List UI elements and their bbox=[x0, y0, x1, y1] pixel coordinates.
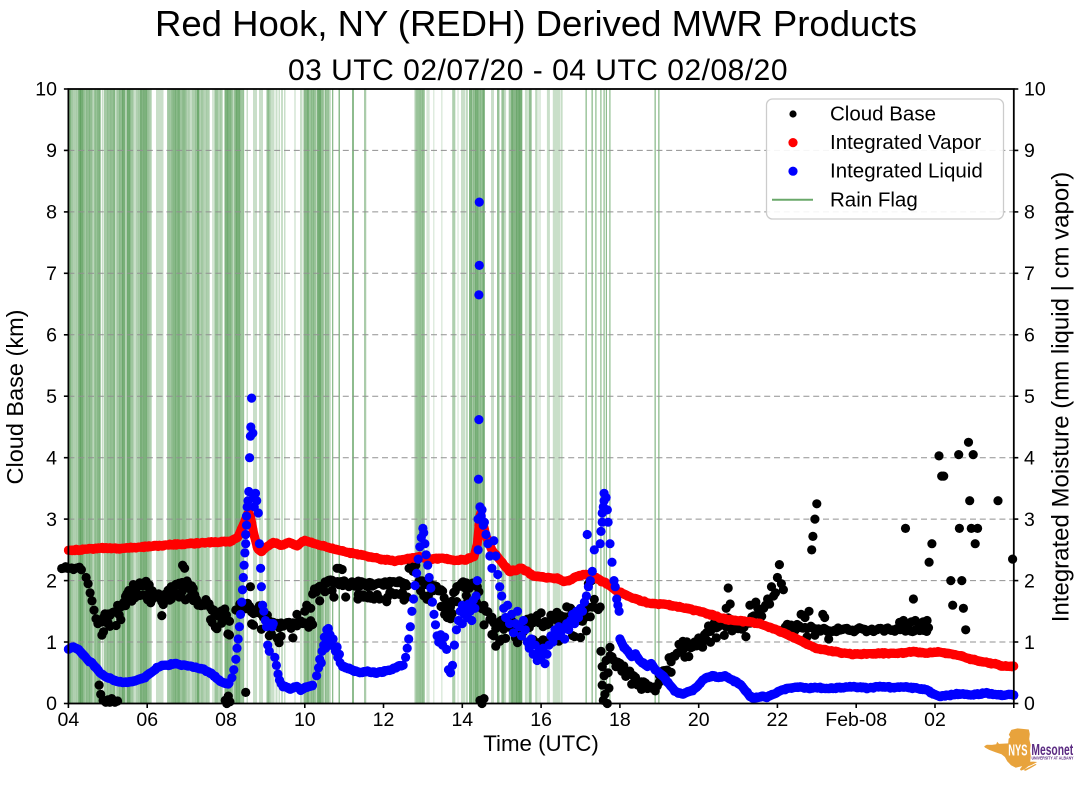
svg-text:6: 6 bbox=[1024, 325, 1035, 347]
svg-text:7: 7 bbox=[46, 263, 57, 285]
svg-text:5: 5 bbox=[46, 386, 57, 408]
svg-text:08: 08 bbox=[215, 709, 237, 731]
svg-text:1: 1 bbox=[1024, 632, 1035, 654]
svg-text:Integrated Liquid: Integrated Liquid bbox=[830, 160, 983, 183]
svg-text:Red Hook, NY (REDH) Derived MW: Red Hook, NY (REDH) Derived MWR Products bbox=[155, 3, 917, 44]
svg-text:5: 5 bbox=[1024, 386, 1035, 408]
svg-text:4: 4 bbox=[1024, 447, 1035, 469]
svg-text:03 UTC 02/07/20 - 04 UTC 02/08: 03 UTC 02/07/20 - 04 UTC 02/08/20 bbox=[288, 54, 788, 87]
svg-text:16: 16 bbox=[530, 709, 552, 731]
svg-text:10: 10 bbox=[35, 79, 57, 101]
svg-text:Feb-08: Feb-08 bbox=[825, 709, 887, 731]
svg-text:02: 02 bbox=[924, 709, 946, 731]
svg-text:3: 3 bbox=[46, 509, 57, 531]
svg-text:UNIVERSITY AT ALBANY: UNIVERSITY AT ALBANY bbox=[1032, 756, 1074, 761]
svg-text:Integrated Moisture (mm liquid: Integrated Moisture (mm liquid | cm vapo… bbox=[1048, 172, 1075, 622]
svg-text:NYS: NYS bbox=[1008, 741, 1028, 759]
svg-text:2: 2 bbox=[1024, 570, 1035, 592]
svg-text:04: 04 bbox=[58, 709, 80, 731]
svg-text:Time (UTC): Time (UTC) bbox=[483, 731, 599, 756]
svg-text:4: 4 bbox=[46, 447, 57, 469]
svg-text:9: 9 bbox=[46, 140, 57, 162]
svg-text:7: 7 bbox=[1024, 263, 1035, 285]
svg-text:10: 10 bbox=[1024, 79, 1046, 101]
svg-text:12: 12 bbox=[373, 709, 395, 731]
svg-text:Rain Flag: Rain Flag bbox=[830, 188, 918, 211]
svg-text:6: 6 bbox=[46, 325, 57, 347]
svg-text:0: 0 bbox=[46, 693, 57, 715]
svg-text:1: 1 bbox=[46, 632, 57, 654]
svg-text:8: 8 bbox=[1024, 202, 1035, 224]
svg-text:0: 0 bbox=[1024, 693, 1035, 715]
svg-text:06: 06 bbox=[136, 709, 158, 731]
svg-text:Integrated Vapor: Integrated Vapor bbox=[830, 131, 981, 154]
svg-text:9: 9 bbox=[1024, 140, 1035, 162]
svg-text:8: 8 bbox=[46, 202, 57, 224]
svg-text:18: 18 bbox=[609, 709, 631, 731]
svg-text:2: 2 bbox=[46, 570, 57, 592]
svg-text:14: 14 bbox=[451, 709, 473, 731]
svg-text:3: 3 bbox=[1024, 509, 1035, 531]
svg-text:Cloud Base: Cloud Base bbox=[830, 103, 936, 126]
svg-text:10: 10 bbox=[294, 709, 316, 731]
svg-text:20: 20 bbox=[688, 709, 710, 731]
svg-text:Cloud Base (km): Cloud Base (km) bbox=[2, 310, 28, 485]
svg-text:22: 22 bbox=[767, 709, 789, 731]
